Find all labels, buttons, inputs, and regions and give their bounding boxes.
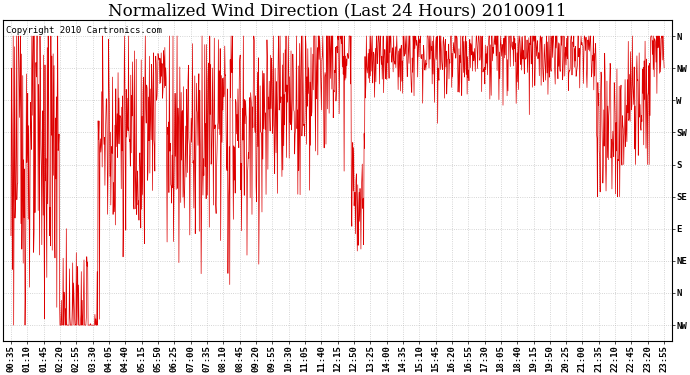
Text: Copyright 2010 Cartronics.com: Copyright 2010 Cartronics.com	[6, 26, 162, 35]
Title: Normalized Wind Direction (Last 24 Hours) 20100911: Normalized Wind Direction (Last 24 Hours…	[108, 3, 566, 20]
